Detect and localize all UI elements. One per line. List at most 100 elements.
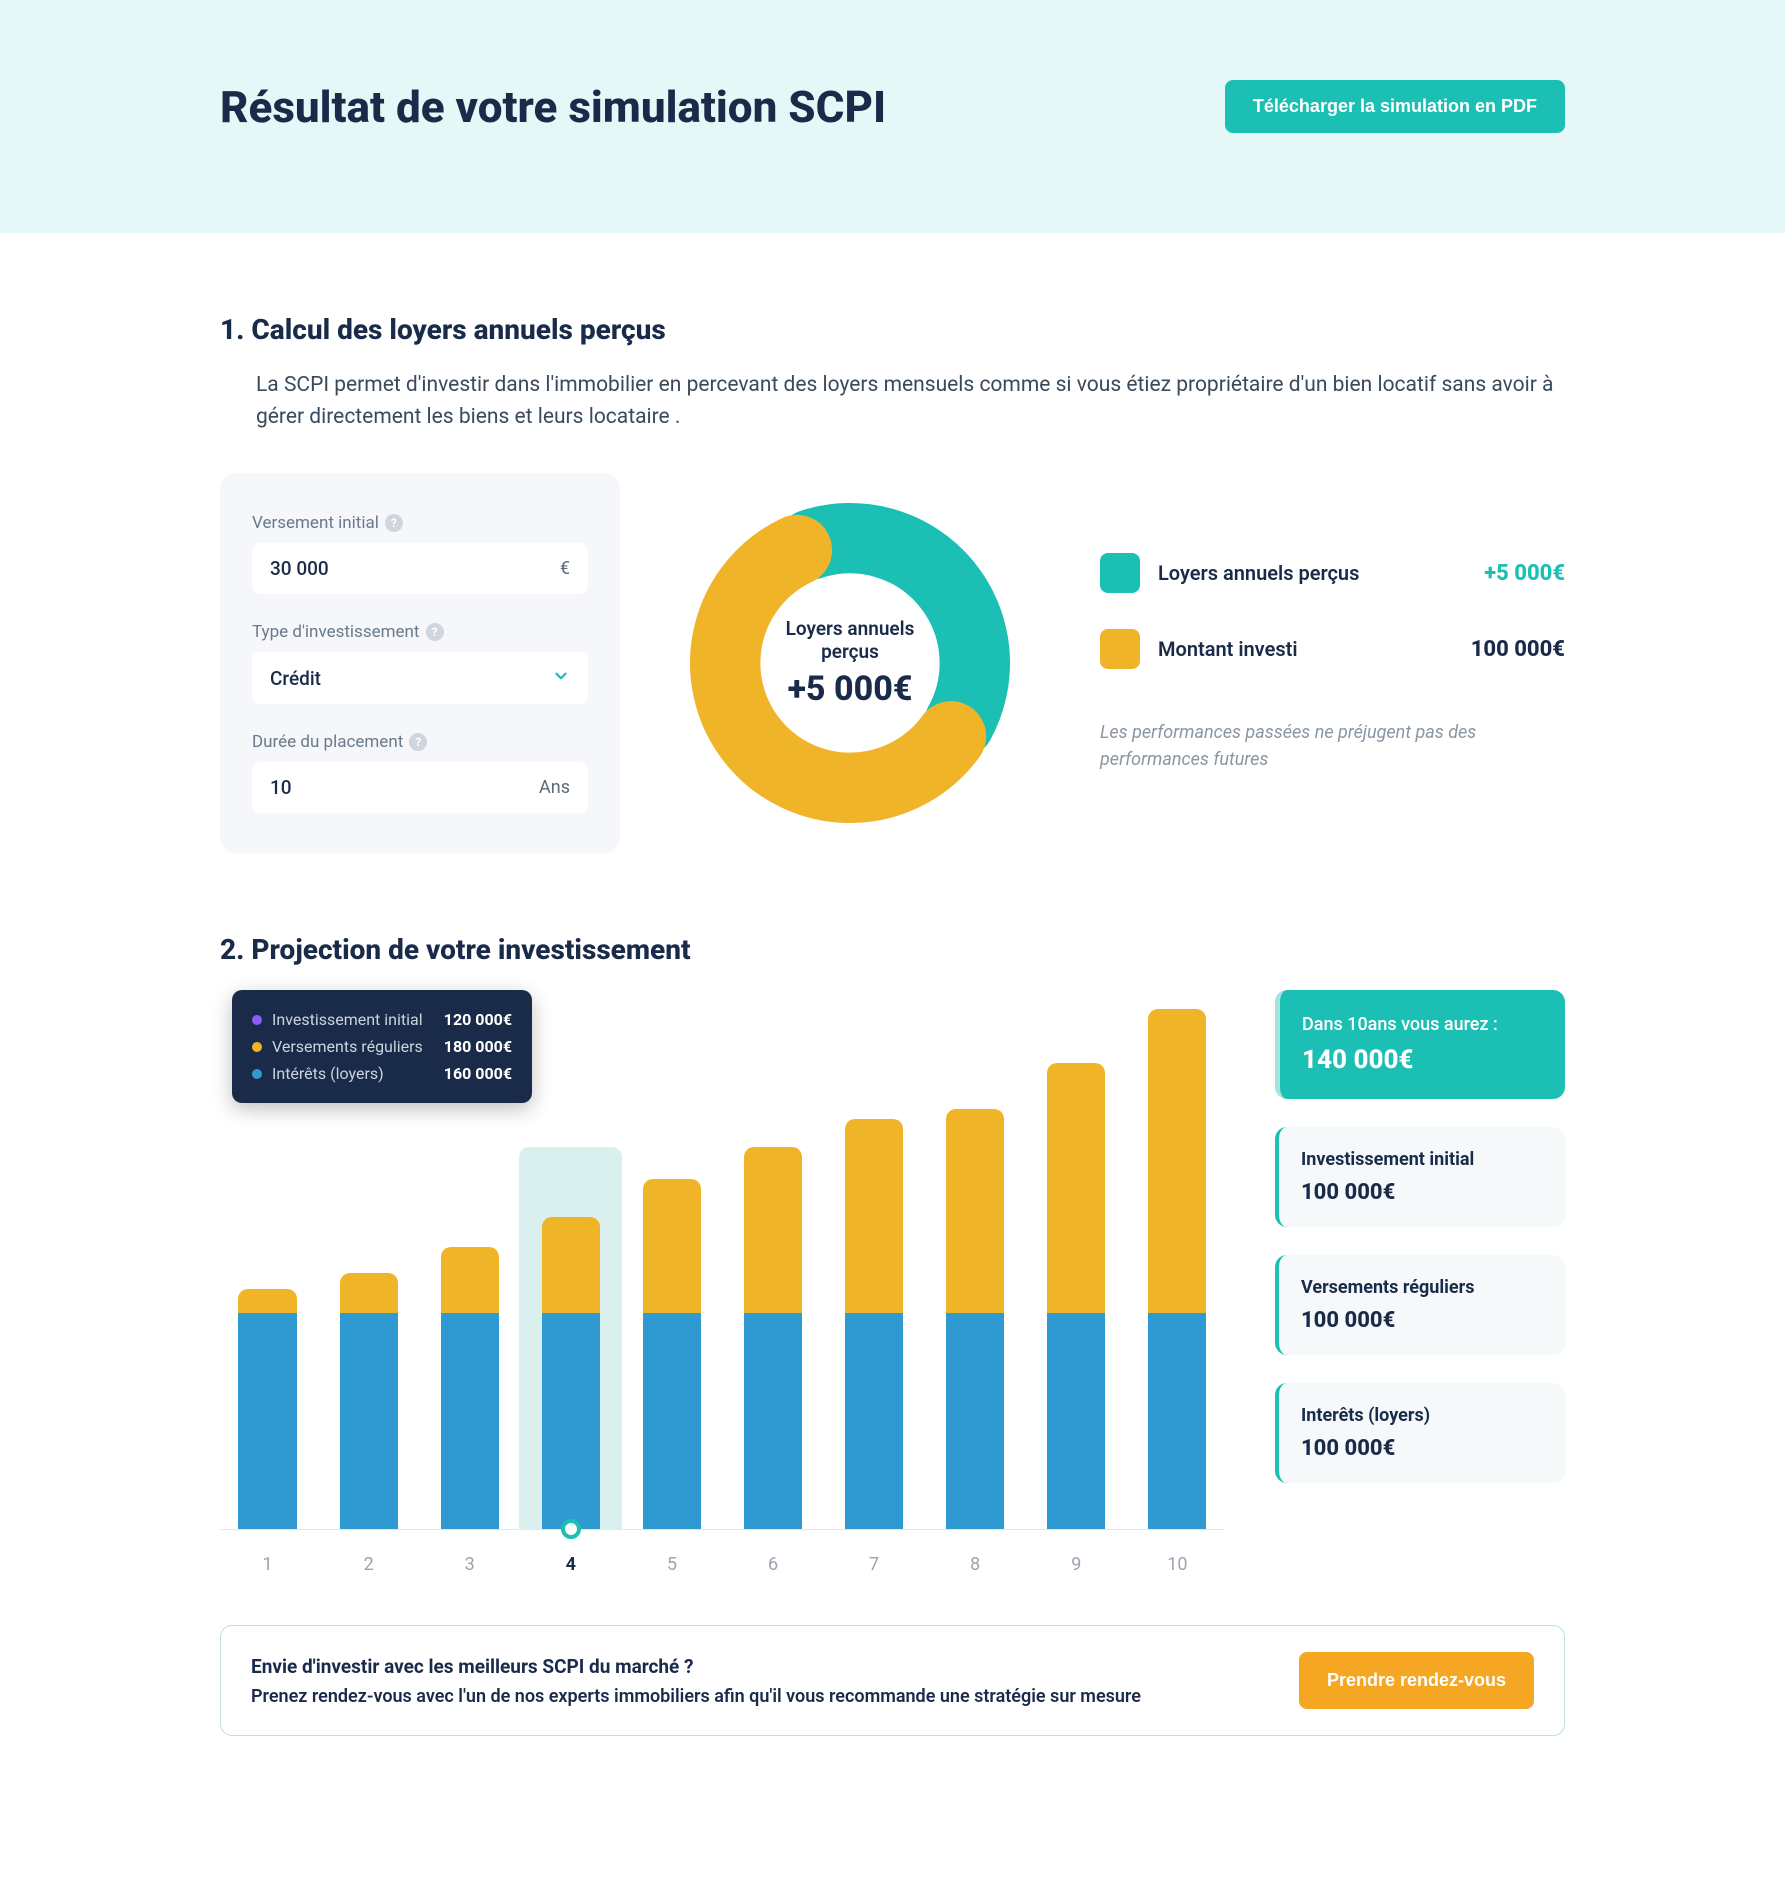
tooltip-row: Versements réguliers 180 000€ <box>252 1033 512 1060</box>
tooltip-dot <box>252 1069 262 1079</box>
bar-segment-bottom <box>238 1313 296 1529</box>
form-card: Versement initial ? 30 000 € Type d'inve… <box>220 473 620 853</box>
info-card-value: 100 000€ <box>1301 1180 1543 1205</box>
cta-detail: Prenez rendez-vous avec l'un de nos expe… <box>251 1686 1141 1707</box>
x-label: 6 <box>731 1554 814 1575</box>
header: Résultat de votre simulation SCPI Téléch… <box>0 0 1785 233</box>
bar-group[interactable] <box>1136 1009 1219 1529</box>
bar-segment-bottom <box>1047 1313 1105 1529</box>
label-text: Durée du placement <box>252 732 403 752</box>
bar-segment-top <box>441 1247 499 1313</box>
field-label: Versement initial ? <box>252 513 588 533</box>
input-value: 10 <box>270 776 292 799</box>
cards-column: Dans 10ans vous aurez : 140 000€ Investi… <box>1275 990 1565 1575</box>
summary-card: Dans 10ans vous aurez : 140 000€ <box>1275 990 1565 1099</box>
x-label: 4 <box>529 1554 612 1575</box>
rendezvous-button[interactable]: Prendre rendez-vous <box>1299 1652 1534 1709</box>
input-suffix: € <box>560 558 570 579</box>
tooltip-label: Versements réguliers <box>272 1037 423 1056</box>
bar-group[interactable] <box>630 1179 713 1529</box>
cta-box: Envie d'investir avec les meilleurs SCPI… <box>220 1625 1565 1736</box>
donut-center: Loyers annuels perçus +5 000€ <box>760 617 940 709</box>
bar-segment-top <box>340 1273 398 1313</box>
page: Résultat de votre simulation SCPI Téléch… <box>0 0 1785 1796</box>
bar-segment-top <box>845 1119 903 1313</box>
tooltip-dot <box>252 1015 262 1025</box>
legend-swatch <box>1100 629 1140 669</box>
info-card-label: Investissement initial <box>1301 1149 1543 1170</box>
bar-segment-top <box>1148 1009 1206 1313</box>
x-label: 9 <box>1035 1554 1118 1575</box>
bar-segment-bottom <box>643 1313 701 1529</box>
info-card: Versements réguliers100 000€ <box>1275 1255 1565 1355</box>
bar-group[interactable] <box>327 1273 410 1529</box>
bar-segment-bottom <box>340 1313 398 1529</box>
bar-group[interactable] <box>731 1147 814 1529</box>
x-label: 3 <box>428 1554 511 1575</box>
disclaimer-text: Les performances passées ne préjugent pa… <box>1100 719 1565 773</box>
tooltip-value: 180 000€ <box>444 1037 512 1056</box>
bar-segment-bottom <box>744 1313 802 1529</box>
x-label: 8 <box>934 1554 1017 1575</box>
versement-initial-input[interactable]: 30 000 € <box>252 543 588 594</box>
cta-question: Envie d'investir avec les meilleurs SCPI… <box>251 1655 1141 1678</box>
field-duree-placement: Durée du placement ? 10 Ans <box>252 732 588 813</box>
bar-group[interactable] <box>934 1109 1017 1529</box>
legend-value: +5 000€ <box>1484 561 1565 586</box>
chart-tooltip: Investissement initial120 000€Versements… <box>232 990 532 1103</box>
info-card: Interêts (loyers) 100 000€ <box>1275 1383 1565 1483</box>
page-title: Résultat de votre simulation SCPI <box>220 81 886 133</box>
section-1-title: 1. Calcul des loyers annuels perçus <box>220 313 1565 346</box>
section-1: 1. Calcul des loyers annuels perçus La S… <box>220 313 1565 853</box>
x-label: 2 <box>327 1554 410 1575</box>
section-1-description: La SCPI permet d'investir dans l'immobil… <box>220 370 1565 433</box>
bar-group[interactable] <box>833 1119 916 1529</box>
x-label: 1 <box>226 1554 309 1575</box>
help-icon[interactable]: ? <box>409 733 427 751</box>
bar-segment-top <box>946 1109 1004 1313</box>
bar-group[interactable] <box>1035 1063 1118 1529</box>
x-label: 5 <box>630 1554 713 1575</box>
type-investissement-select[interactable]: Crédit <box>252 652 588 704</box>
bar-group[interactable] <box>529 1217 612 1529</box>
bar-segment-top <box>542 1217 600 1313</box>
legend-label: Montant investi <box>1158 637 1453 661</box>
bar-segment-bottom <box>845 1313 903 1529</box>
field-label: Type d'investissement ? <box>252 622 588 642</box>
help-icon[interactable]: ? <box>426 623 444 641</box>
section-2-title: 2. Projection de votre investissement <box>220 933 1565 966</box>
x-label: 10 <box>1136 1554 1219 1575</box>
x-label: 7 <box>833 1554 916 1575</box>
tooltip-value: 120 000€ <box>444 1010 512 1029</box>
info-card-value: 100 000€ <box>1301 1436 1543 1461</box>
tooltip-row: Intérêts (loyers)160 000€ <box>252 1060 512 1087</box>
duree-placement-input[interactable]: 10 Ans <box>252 762 588 813</box>
label-text: Versement initial <box>252 513 379 533</box>
help-icon[interactable]: ? <box>385 514 403 532</box>
info-card-value: 100 000€ <box>1301 1308 1543 1333</box>
input-value: 30 000 <box>270 557 329 580</box>
section-2-row: Investissement initial120 000€Versements… <box>220 990 1565 1575</box>
legend-swatch <box>1100 553 1140 593</box>
section-2: 2. Projection de votre investissement In… <box>220 933 1565 1736</box>
select-value: Crédit <box>270 667 321 690</box>
legend-row: Loyers annuels perçus+5 000€ <box>1100 553 1565 593</box>
field-versement-initial: Versement initial ? 30 000 € <box>252 513 588 594</box>
x-axis-labels: 123456789 10 <box>220 1530 1225 1575</box>
bar-group[interactable] <box>428 1247 511 1529</box>
bar-group[interactable] <box>226 1289 309 1529</box>
field-label: Durée du placement ? <box>252 732 588 752</box>
info-card: Investissement initial 100 000€ <box>1275 1127 1565 1227</box>
bar-segment-top <box>238 1289 296 1313</box>
tooltip-row: Investissement initial120 000€ <box>252 1006 512 1033</box>
summary-label: Dans 10ans vous aurez : <box>1302 1014 1543 1035</box>
field-type-investissement: Type d'investissement ? Crédit <box>252 622 588 704</box>
info-card-label: Interêts (loyers) <box>1301 1405 1543 1426</box>
chevron-down-icon <box>552 666 570 690</box>
download-pdf-button[interactable]: Télécharger la simulation en PDF <box>1225 80 1565 133</box>
tooltip-value: 160 000€ <box>444 1064 512 1083</box>
donut-chart: Loyers annuels perçus +5 000€ <box>670 483 1030 843</box>
donut-center-label: Loyers annuels perçus <box>760 617 940 663</box>
label-text: Type d'investissement <box>252 622 420 642</box>
section-1-row: Versement initial ? 30 000 € Type d'inve… <box>220 473 1565 853</box>
